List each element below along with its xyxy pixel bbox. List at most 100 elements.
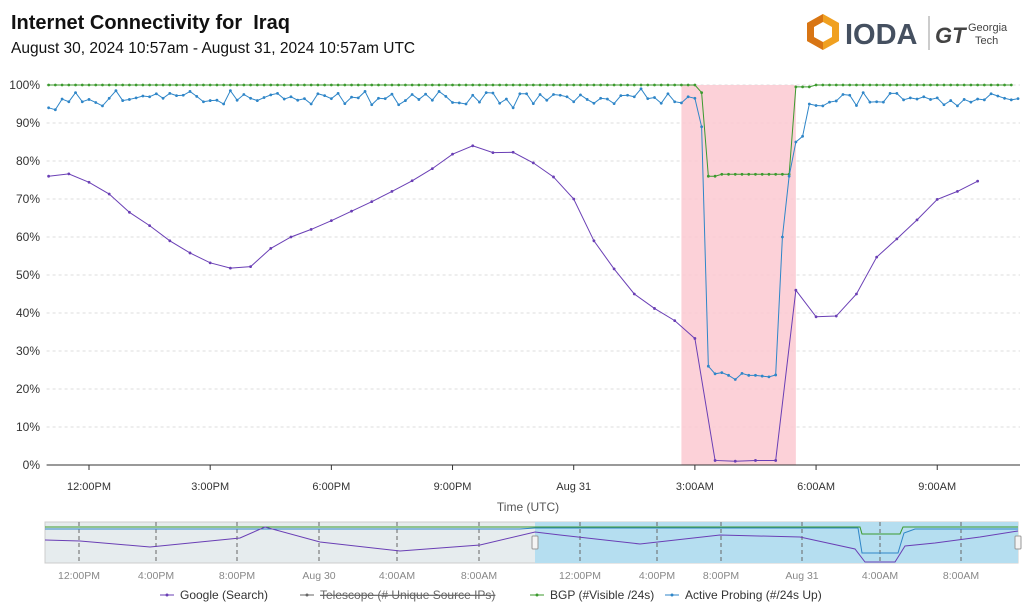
- legend-item-google[interactable]: Google (Search): [160, 588, 268, 602]
- active_probing-point: [1003, 96, 1006, 100]
- y-tick-label: 30%: [16, 344, 40, 358]
- active_probing-point: [531, 102, 535, 106]
- google-point: [228, 266, 232, 270]
- bgp-point: [249, 83, 252, 87]
- bgp-point: [417, 83, 421, 87]
- bgp-point: [377, 83, 380, 87]
- bgp-point: [585, 83, 589, 87]
- bgp-point: [774, 172, 778, 176]
- bgp-point: [67, 83, 71, 87]
- active_probing-point: [996, 94, 1000, 98]
- bgp-point: [935, 83, 939, 87]
- ioda-georgia-tech-logo: IODA GT Georgia Tech: [807, 14, 1008, 51]
- active_probing-point: [794, 140, 798, 144]
- bgp-point: [848, 83, 852, 87]
- active_probing-point: [982, 98, 986, 102]
- bgp-point: [969, 83, 973, 87]
- navigator-left-handle[interactable]: [531, 535, 539, 550]
- active_probing-point: [504, 97, 508, 101]
- active_probing-point: [733, 378, 737, 381]
- active_probing-point: [181, 93, 185, 97]
- active_probing-point: [383, 97, 387, 101]
- active_probing-point: [626, 93, 629, 97]
- google-point: [653, 307, 656, 310]
- active_probing-line: [48, 87, 1019, 381]
- google-point: [47, 174, 51, 178]
- active_probing-point: [605, 97, 609, 101]
- bgp-point: [128, 83, 131, 87]
- navigator-tick-label: 8:00AM: [943, 570, 979, 582]
- active_probing-point: [329, 97, 333, 101]
- active_probing-point: [202, 100, 205, 104]
- active_probing-point: [592, 101, 596, 105]
- bgp-point: [653, 83, 656, 87]
- y-tick-label: 20%: [16, 382, 40, 396]
- active_probing-point: [518, 92, 522, 96]
- active_probing-point: [356, 96, 360, 100]
- active_probing-point: [128, 98, 131, 101]
- active_probing-point: [619, 94, 623, 98]
- active_probing-point: [235, 98, 239, 102]
- bgp-point: [781, 172, 784, 176]
- active_probing-point: [242, 93, 246, 96]
- active_probing-point: [437, 90, 441, 93]
- bgp-point: [141, 83, 145, 87]
- active_probing-point: [175, 94, 178, 98]
- y-tick-label: 90%: [16, 116, 40, 130]
- x-tick-label: 6:00PM: [312, 481, 350, 493]
- bgp-point: [168, 83, 172, 87]
- google-point: [350, 209, 353, 213]
- active_probing-point: [161, 96, 165, 100]
- legend-marker: [535, 593, 539, 597]
- bgp-point: [841, 83, 845, 87]
- bgp-point: [801, 85, 804, 89]
- active_probing-point: [134, 96, 138, 100]
- google-point: [309, 228, 313, 231]
- active_probing-point: [848, 93, 852, 97]
- google-point: [188, 251, 192, 255]
- active_probing-point: [915, 97, 919, 101]
- bgp-point: [518, 83, 522, 87]
- bgp-point: [471, 83, 475, 87]
- navigator-right-handle[interactable]: [1014, 535, 1022, 550]
- legend-marker: [670, 593, 674, 597]
- legend-item-active_probing[interactable]: Active Probing (#/24s Up): [665, 588, 822, 602]
- bgp-point: [693, 83, 697, 87]
- time-navigator[interactable]: 12:00PM 4:00PM 8:00PM Aug 30 4:00AM 8:00AM 12:…: [44, 521, 1022, 582]
- bgp-point: [639, 83, 643, 87]
- bgp-point: [828, 83, 831, 87]
- active_probing-point: [720, 371, 724, 375]
- active_probing-point: [114, 89, 118, 93]
- y-tick-label: 40%: [16, 306, 40, 320]
- active_probing-point: [228, 89, 232, 93]
- bgp-point: [255, 83, 259, 87]
- outage-band: [681, 85, 796, 465]
- bgp-point: [632, 83, 636, 87]
- y-tick-label: 60%: [16, 230, 40, 244]
- active_probing-point: [121, 99, 125, 102]
- bgp-point: [296, 83, 300, 87]
- google-point: [693, 337, 697, 340]
- bgp-point: [552, 83, 555, 87]
- google-point: [269, 247, 273, 250]
- active_probing-point: [444, 95, 448, 98]
- active_probing-point: [565, 95, 569, 99]
- bgp-point: [733, 172, 737, 176]
- bgp-point: [976, 83, 980, 87]
- active_probing-point: [289, 95, 293, 99]
- legend-label: Active Probing (#/24s Up): [685, 588, 822, 602]
- bgp-point: [760, 172, 764, 176]
- bgp-point: [626, 83, 629, 87]
- active_probing-point: [814, 104, 818, 107]
- google-point: [471, 144, 475, 148]
- legend-item-telescope[interactable]: Telescope (# Unique Source IPs): [300, 588, 495, 602]
- google-point: [733, 459, 737, 463]
- bgp-point: [222, 83, 226, 87]
- x-tick-label: Aug 31: [556, 481, 591, 493]
- bgp-point: [134, 83, 138, 87]
- bgp-point: [700, 91, 704, 94]
- bgp-point: [228, 83, 232, 87]
- google-point: [976, 179, 980, 183]
- bgp-point: [53, 83, 57, 87]
- legend-item-bgp[interactable]: BGP (#Visible /24s): [530, 588, 654, 602]
